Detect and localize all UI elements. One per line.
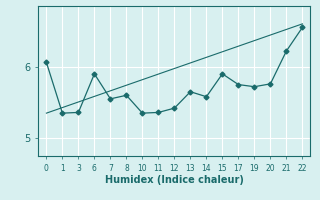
X-axis label: Humidex (Indice chaleur): Humidex (Indice chaleur)	[105, 175, 244, 185]
